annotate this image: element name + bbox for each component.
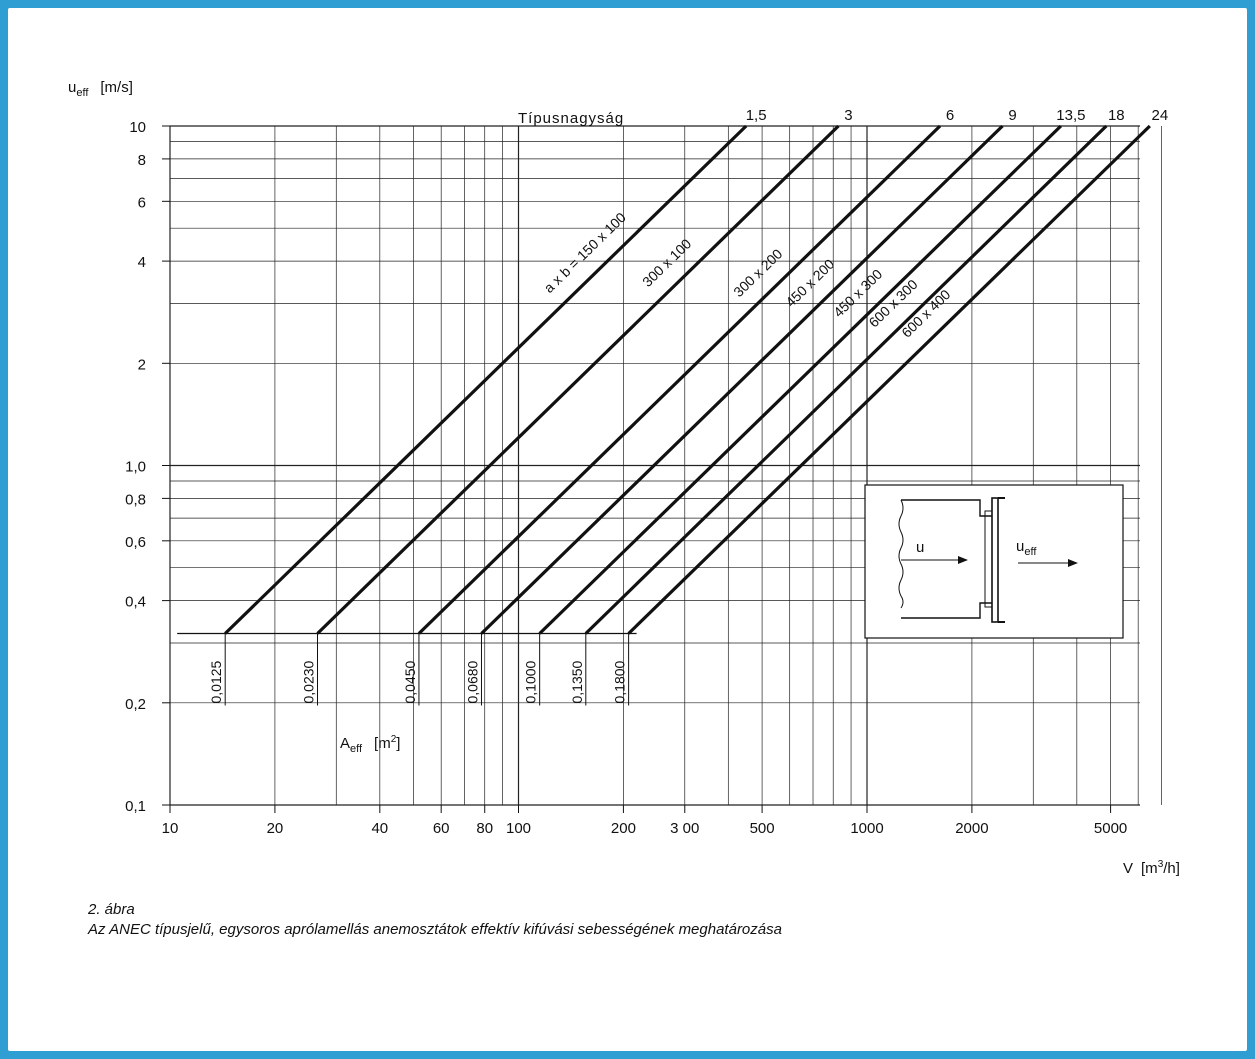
series-line: [538, 124, 1062, 635]
area-value-label: 0,0230: [301, 660, 317, 703]
y-axis-title: ueff [m/s]: [68, 79, 133, 99]
dims-label: 450 x 200: [782, 256, 837, 311]
y-tick-label: 4: [138, 254, 146, 271]
x-tick-label: 80: [476, 820, 493, 837]
area-value-label: 0,1350: [569, 660, 585, 703]
size-label: 13,5: [1056, 107, 1085, 124]
chart: 0,0125 0,0230 0,0450 0,0680 0,1000 0,1350 0,18…: [68, 79, 1180, 877]
inset-frame: [864, 484, 1124, 639]
series-line: [584, 124, 1108, 635]
x-tick-label: 1000: [850, 820, 883, 837]
size-label: 18: [1108, 107, 1125, 124]
x-tick-label: 100: [506, 820, 531, 837]
dims-label: 300 x 100: [639, 235, 694, 290]
x-tick-label: 40: [371, 820, 388, 837]
size-label: 3: [844, 107, 852, 124]
grille-lamella: [984, 510, 993, 608]
area-value-label: 0,1800: [612, 660, 628, 703]
duct-break: [898, 499, 904, 609]
series-line: [417, 124, 942, 635]
y-tick-label: 0,4: [125, 594, 146, 611]
size-header: Típusnagyság: [518, 110, 624, 127]
x-tick-label: 500: [750, 820, 775, 837]
inset-u-label: u: [916, 539, 924, 556]
area-ticks: 0,0125 0,0230 0,0450 0,0680 0,1000 0,1350 0,18…: [177, 632, 637, 706]
area-value-label: 0,0125: [208, 660, 224, 703]
x-tick-label: 5000: [1094, 820, 1127, 837]
y-tick-label: 0,8: [125, 491, 146, 508]
series-line: [224, 124, 748, 635]
x-tick-label: 20: [267, 820, 284, 837]
x-tick-label: 2000: [955, 820, 988, 837]
figure-panel: 0,0125 0,0230 0,0450 0,0680 0,1000 0,1350 0,18…: [8, 8, 1247, 1051]
y-tick-label: 0,1: [125, 798, 146, 815]
y-tick-label: 10: [129, 119, 146, 136]
y-tick-label: 0,2: [125, 696, 146, 713]
size-label: 24: [1151, 107, 1168, 124]
series-line: [316, 124, 840, 635]
series-line: [627, 124, 1151, 635]
area-value-label: 0,1000: [523, 660, 539, 703]
size-label: 1,5: [746, 107, 767, 124]
x-tick-label: 10: [162, 820, 179, 837]
inset-diagram: u ueff: [864, 484, 1124, 639]
size-label: 6: [946, 107, 954, 124]
x-tick-label: 60: [433, 820, 450, 837]
caption-text: Az ANEC típusjelű, egysoros aprólamellás…: [88, 921, 782, 938]
y-tick-label: 8: [138, 152, 146, 169]
grid: [169, 125, 1162, 806]
size-label: 9: [1008, 107, 1016, 124]
duct-top: [901, 499, 992, 517]
x-axis-title: V [m3/h]: [1123, 859, 1180, 877]
area-value-label: 0,0450: [402, 660, 418, 703]
series-line: [480, 124, 1004, 635]
x-tick-label: 200: [611, 820, 636, 837]
area-value-label: 0,0680: [464, 660, 480, 703]
y-tick-label: 2: [138, 356, 146, 373]
series-lines: [224, 124, 1151, 635]
y-tick-label: 0,6: [125, 534, 146, 551]
inset-ueff-label: ueff: [1016, 538, 1037, 558]
y-tick-label: 6: [138, 194, 146, 211]
area-axis-title: Aeff [m2]: [340, 734, 400, 755]
caption-figure-number: 2. ábra: [88, 901, 135, 918]
dims-label: 300 x 200: [730, 245, 785, 300]
y-tick-label: 1,0: [125, 459, 146, 476]
duct-bottom: [901, 602, 992, 619]
x-tick-label: 3 00: [670, 820, 699, 837]
